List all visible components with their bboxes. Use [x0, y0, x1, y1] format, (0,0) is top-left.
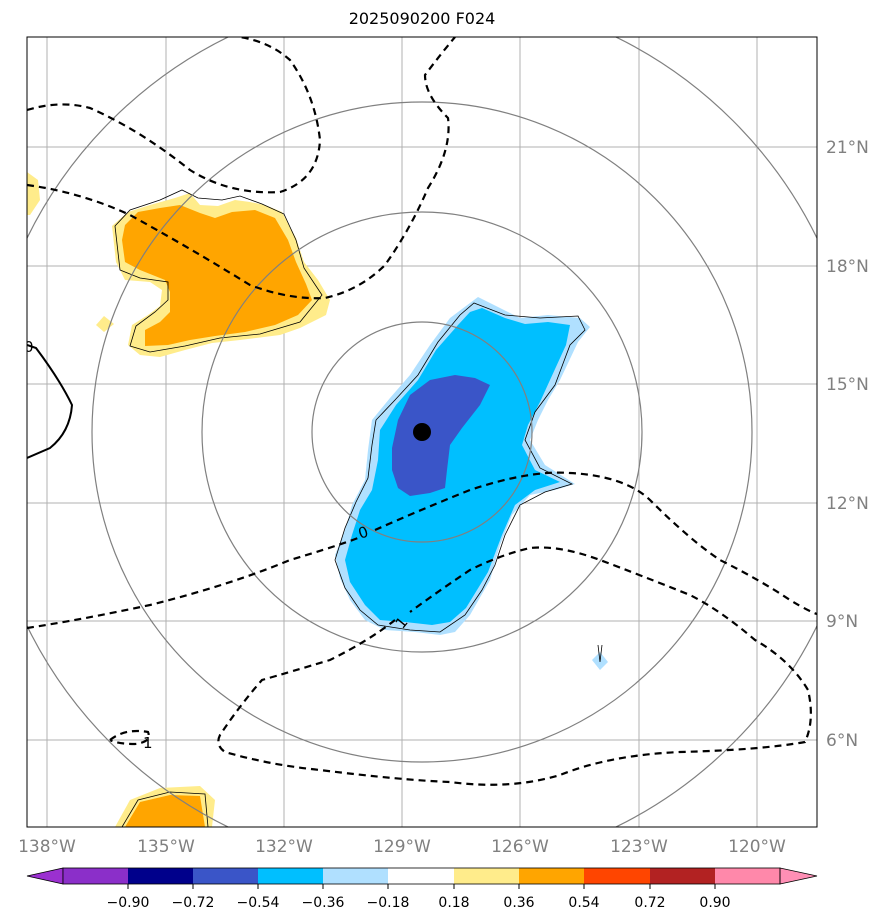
- positive-edge-left: [27, 172, 40, 215]
- negative-core-fill: [345, 308, 570, 625]
- dashed-contour-zero: [27, 471, 817, 630]
- positive-contour: [114, 189, 323, 353]
- colorbar-label-6: 0.18: [438, 895, 469, 911]
- colorbar-label-10: 0.90: [699, 895, 730, 911]
- colorbar-label-3: −0.54: [237, 895, 280, 911]
- colorbar-bin-1: [63, 868, 128, 884]
- storm-center-marker: [413, 423, 431, 441]
- lon-label-123w: 123°W: [610, 837, 668, 857]
- positive-core-fill: [122, 205, 312, 346]
- colorbar-bin-3: [193, 868, 258, 884]
- lon-label-120w: 120°W: [728, 837, 786, 857]
- map-plot-area: 0 1 1 0: [24, 37, 817, 827]
- colorbar-bin-2: [128, 868, 193, 884]
- colorbar-label-2: −0.72: [172, 895, 215, 911]
- lat-label-6n: 6°N: [826, 731, 858, 751]
- range-rings: [27, 37, 817, 827]
- colorbar-label-1: −0.90: [107, 895, 150, 911]
- positive-anomaly-region-south: [115, 786, 215, 827]
- colorbar-label-7: 0.36: [503, 895, 534, 911]
- positive-speck: [96, 316, 114, 332]
- colorbar-extend-under: [26, 867, 64, 885]
- dashed-contour-one: [217, 546, 812, 786]
- lon-label-135w: 135°W: [137, 837, 195, 857]
- range-ring-1: [311, 321, 533, 543]
- colorbar-label-5: −0.18: [367, 895, 410, 911]
- negative-anomaly-region: [334, 297, 608, 670]
- dashed-contour-top-left: [27, 37, 322, 194]
- colorbar-label-8: 0.54: [568, 895, 599, 911]
- negative-strong-fill: [392, 375, 490, 496]
- lat-label-18n: 18°N: [826, 257, 869, 277]
- colorbar-bin-10: [650, 868, 715, 884]
- lat-label-15n: 15°N: [826, 375, 869, 395]
- colorbar-bin-9: [584, 868, 650, 884]
- colorbar-bin-8: [519, 868, 584, 884]
- colorbar: −0.90 −0.72 −0.54 −0.36 −0.18 0.18 0.36 …: [26, 867, 818, 911]
- positive-south-contour: [121, 791, 209, 827]
- colorbar-frame: [62, 867, 781, 885]
- map-frame: [26, 36, 818, 828]
- latitude-labels: 21°N 18°N 15°N 12°N 9°N 6°N: [826, 138, 869, 751]
- contour-label-zero-west: 0: [24, 338, 34, 356]
- lat-label-21n: 21°N: [826, 138, 869, 158]
- lon-label-126w: 126°W: [491, 837, 549, 857]
- dashed-contours: [27, 37, 817, 786]
- colorbar-bin-7: [454, 868, 519, 884]
- dashed-contour-northwest: [27, 37, 456, 300]
- colorbar-bin-5: [323, 868, 388, 884]
- colorbar-bin-6: [388, 868, 454, 884]
- range-ring-3: [91, 101, 753, 763]
- dashed-contour-small-loop: [109, 729, 150, 746]
- lat-label-9n: 9°N: [826, 612, 858, 632]
- longitude-labels: 138°W 135°W 132°W 129°W 126°W 123°W 120°…: [18, 837, 786, 857]
- colorbar-label-4: −0.36: [302, 895, 345, 911]
- map-title: 2025090200 F024: [348, 9, 496, 28]
- colorbar-bin-4: [258, 868, 323, 884]
- negative-contour: [334, 302, 586, 633]
- colorbar-label-9: 0.72: [634, 895, 665, 911]
- colorbar-extend-over: [779, 867, 818, 885]
- lon-label-129w: 129°W: [373, 837, 431, 857]
- range-ring-2: [201, 211, 643, 653]
- lon-label-138w: 138°W: [18, 837, 76, 857]
- colorbar-tick-labels: −0.90 −0.72 −0.54 −0.36 −0.18 0.18 0.36 …: [107, 895, 731, 911]
- positive-anomaly-region-north: [27, 172, 330, 357]
- negative-speck-contour: [597, 644, 603, 663]
- lon-label-132w: 132°W: [255, 837, 313, 857]
- colorbar-ticks: [127, 884, 716, 889]
- colorbar-bin-11: [715, 868, 780, 884]
- solid-contour-west: [27, 344, 74, 459]
- lat-label-12n: 12°N: [826, 494, 869, 514]
- contour-label-one-small: 1: [143, 734, 153, 752]
